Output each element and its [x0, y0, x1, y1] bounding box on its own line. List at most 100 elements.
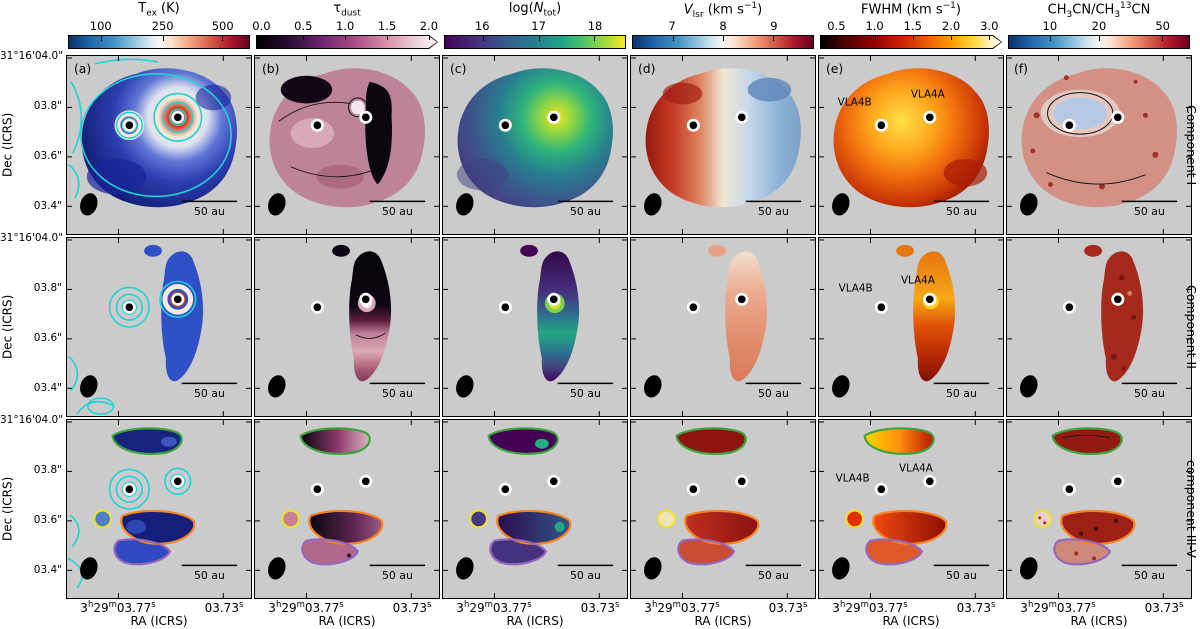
beam-ellipse: [1017, 372, 1041, 400]
source-dot-vla4a: [547, 110, 561, 124]
component-outline-yellow: [845, 509, 865, 529]
colorbar-tick-label: 2.0: [941, 19, 961, 33]
colorbar-isotopologue-ratio: CH3CN/CH313CN 10 20 50: [1006, 0, 1192, 55]
source-dot-vla4b: [686, 482, 700, 496]
source-dot-vla4a: [923, 292, 937, 306]
component-outline-green: [863, 427, 935, 455]
x-tick-label: 3h29m03.77s: [456, 600, 532, 615]
colorbar-tick-labels: 0.5 1.0 1.5 2.0 3.0: [820, 19, 1002, 33]
map-ratio-component-ii: 50 au: [1007, 238, 1191, 416]
map-vlsr-component-ii: 50 au: [631, 238, 815, 416]
x-tick-label: 3h29m03.77s: [644, 600, 720, 615]
source-dot-vla4a: [735, 110, 749, 124]
component-outline-orange: [1060, 509, 1136, 545]
scale-label: 50 au: [946, 205, 977, 218]
panel-a-component-iii-v: 50 au: [66, 419, 252, 599]
component-outline-orange: [120, 509, 196, 545]
x-tick-label: 03.73s: [768, 600, 808, 615]
y-tick-label: 03.4": [33, 200, 62, 212]
component-outline-yellow: [469, 509, 489, 529]
map-ratio-component-i: (f) 50 au: [1007, 56, 1191, 234]
colorbar-tick-label: 0.5: [294, 19, 313, 33]
source-dot-vla4b: [310, 482, 324, 496]
source-dot-vla4b: [122, 482, 136, 496]
component-v-region: [309, 510, 383, 544]
map-fwhm-component-iii-v: VLA4B VLA4A 50 au: [819, 420, 1003, 598]
panel-f-component-i: (f) 50 au: [1006, 55, 1192, 235]
colorbar-tick-label: 10: [1042, 19, 1058, 33]
component-iii-region: [676, 428, 746, 454]
x-axis-label: RA (ICRS): [318, 614, 376, 628]
colorbar-tick-label: 3.0: [980, 19, 999, 33]
colorbar-tick-label: 9: [770, 19, 778, 33]
source-dot-vla4a: [359, 292, 373, 306]
source-dot-vla4a: [735, 292, 749, 306]
component-iv-region: [470, 510, 488, 528]
component-outline-orange: [684, 509, 760, 545]
panel-b-component-ii: 50 au: [254, 237, 440, 417]
x-axis-label: RA (ICRS): [130, 614, 188, 628]
colorbar-title: FWHM (km s−1): [861, 1, 961, 18]
source-dot-vla4b: [686, 300, 700, 314]
beam-ellipse: [829, 554, 853, 582]
scale-label: 50 au: [758, 569, 789, 582]
colorbar-tick-labels: 10 20 50: [1008, 19, 1190, 33]
continuum-contours: [67, 467, 192, 589]
colorbar-tex: Tex (K) 100 250 500: [66, 0, 252, 55]
panel-a-component-i: (a) 50 au: [66, 55, 252, 235]
colorbar-gradient: [444, 35, 626, 49]
x-tick-label: 03.73s: [392, 600, 432, 615]
source-dot-vla4b: [310, 118, 324, 132]
colorbar-tick-label: 100: [89, 19, 112, 33]
emission-region: [1101, 251, 1144, 382]
x-axis-label: RA (ICRS): [1070, 614, 1128, 628]
scale-label: 50 au: [758, 387, 789, 400]
colorbar-tick-label: 1.0: [336, 19, 355, 33]
source-dot-vla4a: [923, 110, 937, 124]
beam-ellipse: [453, 372, 477, 400]
map-tex-component-iii-v: 50 au: [67, 420, 251, 598]
scale-label: 50 au: [382, 205, 413, 218]
panel-letter: (a): [74, 62, 91, 76]
component-iii-region: [112, 428, 182, 454]
beam-ellipse: [1017, 190, 1041, 218]
component-outline-purple: [113, 538, 172, 566]
component-v-region: [685, 510, 759, 544]
panel-f-component-iii-v: 50 au: [1006, 419, 1192, 599]
panel-d-component-ii: 50 au: [630, 237, 816, 417]
component-outline-purple: [301, 538, 360, 566]
colorbar-tick-label: 50: [1155, 19, 1171, 33]
component-outline-green: [487, 427, 559, 455]
colorbar-tick-labels: 7 8 9: [632, 19, 814, 33]
beam-ellipse: [641, 554, 665, 582]
x-tick-label: 03.73s: [956, 600, 996, 615]
panel-f-component-ii: 50 au: [1006, 237, 1192, 417]
panel-letter: (f): [1014, 62, 1028, 76]
scale-label: 50 au: [194, 569, 225, 582]
scale-label: 50 au: [1134, 205, 1165, 218]
beam-ellipse: [453, 554, 477, 582]
y-tick-label: 31°16'04.0": [0, 232, 64, 244]
scale-label: 50 au: [382, 387, 413, 400]
source-dot-vla4a: [171, 474, 185, 488]
source-dot-vla4a: [171, 110, 185, 124]
map-tau-component-iii-v: 50 au: [255, 420, 439, 598]
x-tick-label: 03.73s: [1144, 600, 1184, 615]
source-dot-vla4b: [874, 118, 888, 132]
source-dot-vla4a: [359, 474, 373, 488]
y-tick-label: 03.4": [33, 382, 62, 394]
row-label-component-ii: Component II: [1184, 285, 1199, 369]
component-outline-yellow: [93, 509, 113, 529]
y-tick-label: 03.4": [33, 564, 62, 576]
source-dot-vla4b: [874, 300, 888, 314]
y-tick-label: 31°16'04.0": [0, 50, 64, 62]
source-dot-vla4b: [498, 482, 512, 496]
scale-label: 50 au: [946, 387, 977, 400]
scale-label: 50 au: [946, 569, 977, 582]
scale-label: 50 au: [570, 569, 601, 582]
map-ntot-component-iii-v: 50 au: [443, 420, 627, 598]
colorbar-tick-label: 17: [531, 19, 546, 33]
colorbar-title: CH3CN/CH313CN: [1047, 1, 1151, 20]
y-tick-label: 03.6": [33, 332, 62, 344]
